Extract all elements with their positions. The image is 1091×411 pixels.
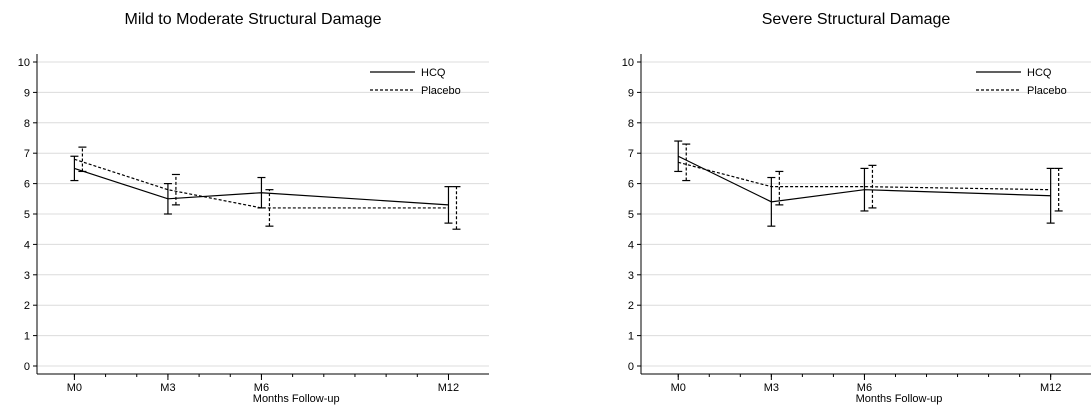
y-tick-label: 2 — [24, 300, 30, 312]
y-tick-label: 3 — [628, 270, 634, 282]
series-hcq — [70, 155, 453, 224]
error-bar — [775, 170, 784, 206]
y-tick-label: 4 — [24, 239, 30, 251]
y-tick-label: 6 — [628, 179, 634, 191]
error-bar — [265, 189, 274, 227]
y-tick-label: 5 — [24, 209, 30, 221]
y-tick-label: 0 — [628, 361, 634, 373]
error-bar — [452, 186, 461, 230]
chart-panel-2: Severe Structural Damage 0 1 2 3 4 5 6 7 8 9 10 M0 M3… — [622, 11, 1091, 405]
legend: HCQ Placebo — [976, 67, 1067, 97]
legend-label-hcq: HCQ — [421, 67, 446, 79]
legend-label-placebo: Placebo — [1027, 85, 1067, 97]
legend-label-hcq: HCQ — [1027, 67, 1052, 79]
x-tick-label: M3 — [764, 382, 779, 394]
y-tick-label: 4 — [628, 239, 634, 251]
x-tick-label: M6 — [857, 382, 872, 394]
chart-title: Mild to Moderate Structural Damage — [125, 11, 382, 28]
y-tick-label: 0 — [24, 361, 30, 373]
x-tick-label: M0 — [671, 382, 686, 394]
y-tick-label: 10 — [622, 57, 634, 69]
error-bar — [767, 176, 776, 227]
error-bar — [1046, 167, 1055, 224]
x-tick-label: M12 — [438, 382, 459, 394]
series-line-placebo — [678, 161, 1051, 191]
error-bar — [70, 155, 79, 182]
legend: HCQ Placebo — [370, 67, 461, 97]
series-hcq — [674, 140, 1055, 227]
y-tick-label: 8 — [24, 118, 30, 130]
y-tick-label: 3 — [24, 270, 30, 282]
series-placebo — [74, 146, 461, 230]
y-tick-label: 2 — [628, 300, 634, 312]
series-line-hcq — [677, 155, 1051, 203]
chart-title: Severe Structural Damage — [762, 11, 951, 28]
error-bar — [860, 167, 869, 212]
error-bar — [78, 146, 87, 173]
series-line-placebo — [74, 158, 449, 209]
y-tick-label: 1 — [24, 331, 30, 343]
y-tick-label: 1 — [628, 331, 634, 343]
y-tick-label: 5 — [628, 209, 634, 221]
x-tick-label: M6 — [254, 382, 269, 394]
series-placebo — [678, 143, 1063, 212]
error-bar — [171, 173, 180, 206]
error-bar — [868, 164, 877, 209]
y-tick-label: 7 — [24, 148, 30, 160]
legend-label-placebo: Placebo — [421, 85, 461, 97]
x-tick-label: M12 — [1040, 382, 1061, 394]
y-tick-label: 10 — [18, 57, 30, 69]
x-axis-label: Months Follow-up — [253, 393, 340, 405]
error-bar — [1054, 167, 1063, 212]
y-tick-label: 9 — [628, 87, 634, 99]
error-bar — [163, 183, 172, 215]
y-tick-label: 7 — [628, 148, 634, 160]
y-tick-label: 9 — [24, 87, 30, 99]
y-tick-label: 8 — [628, 118, 634, 130]
x-tick-label: M0 — [67, 382, 82, 394]
y-tick-label: 6 — [24, 179, 30, 191]
chart-panel-1: Mild to Moderate Structural Damage 0 1 2 3 4 5… — [18, 11, 489, 405]
error-bar — [682, 143, 691, 182]
x-axis-label: Months Follow-up — [856, 393, 943, 405]
error-bar — [674, 140, 683, 173]
series-line-hcq — [74, 167, 449, 206]
error-bar — [444, 186, 453, 224]
x-tick-label: M3 — [160, 382, 175, 394]
